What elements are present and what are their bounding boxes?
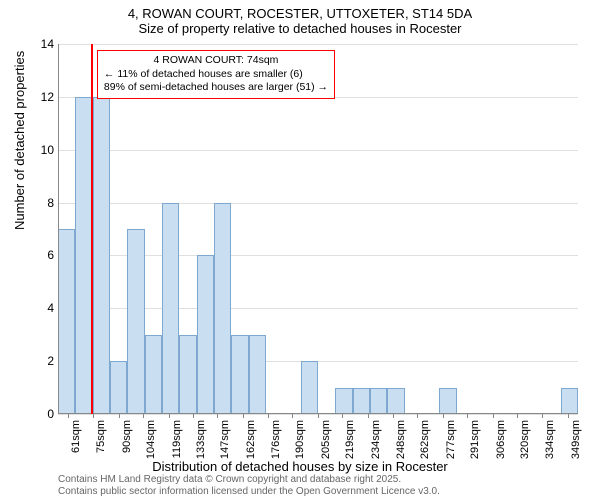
x-tick xyxy=(143,414,144,418)
annotation-box: 4 ROWAN COURT: 74sqm← 11% of detached ho… xyxy=(97,50,335,99)
x-tick-label: 291sqm xyxy=(469,420,481,460)
y-tick-label: 8 xyxy=(34,196,54,210)
histogram-bar xyxy=(231,335,248,414)
histogram-bar xyxy=(145,335,162,414)
plot-area: 0246810121461sqm75sqm90sqm104sqm119sqm13… xyxy=(58,44,578,414)
histogram-bar xyxy=(110,361,127,414)
x-tick-label: 104sqm xyxy=(145,420,157,460)
x-tick xyxy=(417,414,418,418)
x-tick-label: 147sqm xyxy=(219,420,231,460)
x-tick-label: 75sqm xyxy=(95,420,107,460)
y-tick-label: 10 xyxy=(34,143,54,157)
grid-line xyxy=(58,44,578,45)
histogram-bar xyxy=(561,388,578,414)
x-tick xyxy=(517,414,518,418)
x-tick-label: 262sqm xyxy=(419,420,431,460)
histogram-bar xyxy=(387,388,404,414)
x-tick-label: 306sqm xyxy=(495,420,507,460)
histogram-bar xyxy=(249,335,266,414)
histogram-bar xyxy=(353,388,370,414)
x-tick xyxy=(93,414,94,418)
x-tick xyxy=(568,414,569,418)
x-tick xyxy=(68,414,69,418)
y-axis-label: Number of detached properties xyxy=(12,51,27,230)
x-tick-label: 234sqm xyxy=(370,420,382,460)
x-tick xyxy=(542,414,543,418)
annotation-line2: ← 11% of detached houses are smaller (6) xyxy=(104,68,328,82)
x-tick-label: 133sqm xyxy=(195,420,207,460)
x-tick xyxy=(342,414,343,418)
histogram-bar xyxy=(335,388,352,414)
footer-attribution: Contains HM Land Registry data © Crown c… xyxy=(58,474,440,498)
x-tick-label: 320sqm xyxy=(519,420,531,460)
footer-line1: Contains HM Land Registry data © Crown c… xyxy=(58,474,440,486)
grid-line xyxy=(58,150,578,151)
x-tick-label: 176sqm xyxy=(270,420,282,460)
histogram-bar xyxy=(58,229,75,414)
x-tick xyxy=(493,414,494,418)
y-tick-label: 12 xyxy=(34,90,54,104)
x-tick-label: 205sqm xyxy=(320,420,332,460)
x-tick-label: 219sqm xyxy=(344,420,356,460)
x-tick xyxy=(443,414,444,418)
x-tick-label: 190sqm xyxy=(294,420,306,460)
x-tick xyxy=(318,414,319,418)
histogram-bar xyxy=(179,335,196,414)
histogram-bar xyxy=(439,388,456,414)
x-tick xyxy=(268,414,269,418)
footer-line2: Contains public sector information licen… xyxy=(58,486,440,498)
x-tick xyxy=(368,414,369,418)
y-tick-label: 14 xyxy=(34,37,54,51)
histogram-bar xyxy=(93,97,110,414)
x-tick-label: 119sqm xyxy=(171,420,183,460)
histogram-bar xyxy=(162,203,179,414)
histogram-bar xyxy=(214,203,231,414)
x-tick xyxy=(393,414,394,418)
x-tick-label: 349sqm xyxy=(570,420,582,460)
annotation-line3: 89% of semi-detached houses are larger (… xyxy=(104,81,328,95)
histogram-bar xyxy=(301,361,318,414)
grid-line xyxy=(58,203,578,204)
x-tick xyxy=(292,414,293,418)
x-tick xyxy=(119,414,120,418)
y-tick-label: 0 xyxy=(34,407,54,421)
x-tick xyxy=(193,414,194,418)
chart-title-line2: Size of property relative to detached ho… xyxy=(0,21,600,40)
y-axis-line xyxy=(58,44,59,414)
x-tick-label: 162sqm xyxy=(245,420,257,460)
x-tick-label: 61sqm xyxy=(70,420,82,460)
y-tick-label: 4 xyxy=(34,301,54,315)
x-tick xyxy=(467,414,468,418)
x-tick xyxy=(243,414,244,418)
x-tick-label: 334sqm xyxy=(544,420,556,460)
x-axis-label: Distribution of detached houses by size … xyxy=(0,459,600,474)
chart-title-line1: 4, ROWAN COURT, ROCESTER, UTTOXETER, ST1… xyxy=(0,0,600,21)
histogram-bar xyxy=(197,255,214,414)
x-tick xyxy=(217,414,218,418)
reference-line xyxy=(91,44,93,414)
chart-container: 4, ROWAN COURT, ROCESTER, UTTOXETER, ST1… xyxy=(0,0,600,500)
annotation-line1: 4 ROWAN COURT: 74sqm xyxy=(104,54,328,68)
x-tick-label: 90sqm xyxy=(121,420,133,460)
x-tick-label: 248sqm xyxy=(395,420,407,460)
histogram-bar xyxy=(370,388,387,414)
x-tick xyxy=(169,414,170,418)
y-tick-label: 2 xyxy=(34,354,54,368)
histogram-bar xyxy=(127,229,144,414)
y-tick-label: 6 xyxy=(34,248,54,262)
x-tick-label: 277sqm xyxy=(445,420,457,460)
